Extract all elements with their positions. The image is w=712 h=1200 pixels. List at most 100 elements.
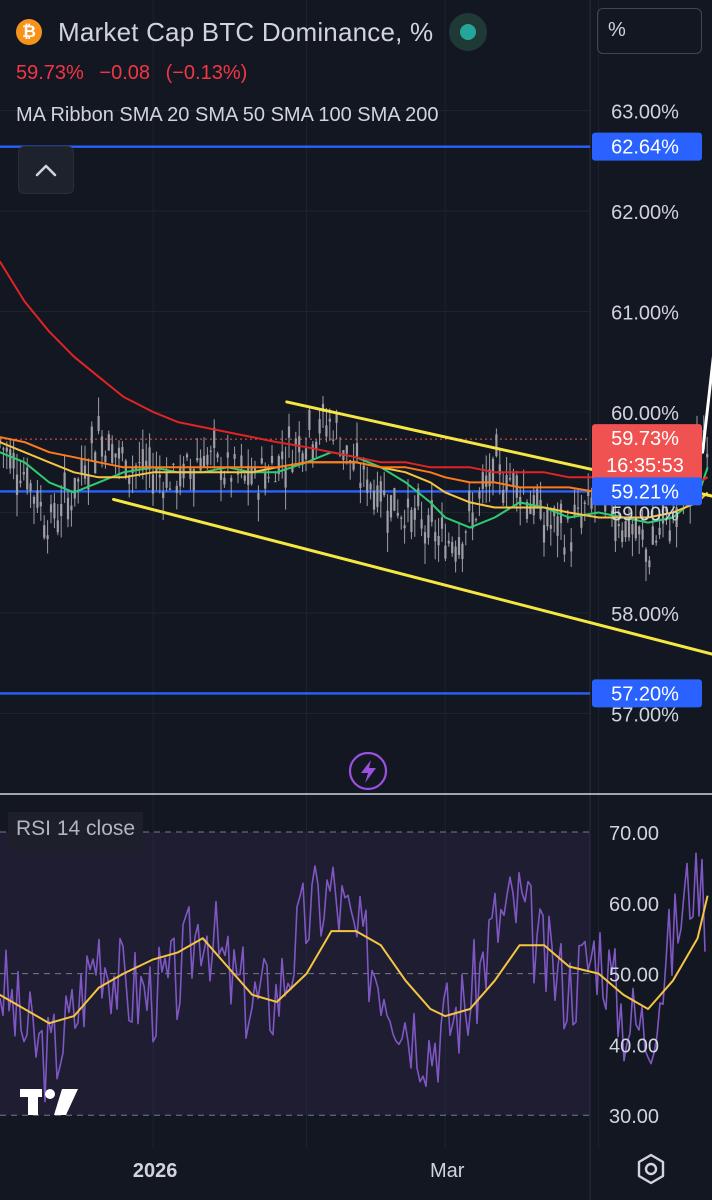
candle-body xyxy=(97,416,100,432)
candle-body xyxy=(182,463,185,479)
lightning-icon xyxy=(348,751,388,791)
candle-body xyxy=(457,537,461,555)
candle-body xyxy=(138,461,141,464)
candle-body xyxy=(328,418,331,422)
rsi-tick-label: 30.00 xyxy=(609,1106,659,1128)
candle-body xyxy=(519,496,522,506)
candle-body xyxy=(481,472,484,489)
candle-body xyxy=(485,475,488,487)
candle-body xyxy=(274,481,277,483)
last-price: 59.73% xyxy=(16,62,84,84)
candle-body xyxy=(376,485,379,508)
candle-body xyxy=(155,468,158,474)
candle-body xyxy=(393,488,396,511)
bitcoin-icon: ₿ xyxy=(16,19,42,45)
price-change-pct: (−0.13%) xyxy=(165,62,248,84)
candle-body xyxy=(304,448,308,460)
candle-body xyxy=(546,507,549,527)
candle-body xyxy=(107,434,110,451)
candle-body xyxy=(277,456,280,475)
candle-body xyxy=(362,465,365,470)
candle-body xyxy=(587,491,590,496)
candle-body xyxy=(644,549,648,562)
gear-icon[interactable] xyxy=(634,1152,668,1186)
candle-body xyxy=(121,447,124,454)
candle-body xyxy=(124,460,127,478)
candle-body xyxy=(19,480,22,484)
candle-body xyxy=(389,495,393,518)
candle-body xyxy=(233,454,236,459)
price-label-text: 59.73% xyxy=(611,428,679,450)
candle-body xyxy=(655,540,658,543)
rsi-legend[interactable]: RSI 14 close xyxy=(8,812,144,850)
candle-body xyxy=(83,465,87,479)
candle-body xyxy=(111,444,114,463)
status-dot-icon[interactable] xyxy=(449,13,488,51)
candle-body xyxy=(70,505,73,511)
candle-body xyxy=(471,512,474,529)
candle-body xyxy=(478,491,481,499)
candle-body xyxy=(2,448,5,450)
rsi-tick-label: 40.00 xyxy=(609,1035,659,1057)
candle-body xyxy=(260,458,263,464)
candle-body xyxy=(621,530,624,542)
candle-body xyxy=(56,520,59,533)
tradingview-logo xyxy=(20,1089,78,1115)
candle-body xyxy=(172,463,175,465)
candle-body xyxy=(580,513,583,528)
y-tick-label: 60.00% xyxy=(611,403,679,425)
candle-body xyxy=(199,458,202,471)
candle-body xyxy=(437,536,440,546)
candle-body xyxy=(321,403,325,412)
y-tick-label: 58.00% xyxy=(611,604,679,626)
candle-body xyxy=(39,501,42,507)
collapse-button[interactable] xyxy=(18,146,74,194)
horizontal-levels[interactable] xyxy=(0,145,590,695)
candle-body xyxy=(284,465,287,488)
candle-body xyxy=(308,409,311,430)
chart-header: ₿ Market Cap BTC Dominance, % xyxy=(16,13,488,51)
candle-body xyxy=(311,444,314,461)
candle-body xyxy=(90,426,93,444)
candle-body xyxy=(447,540,450,544)
sma-line-sma20 xyxy=(0,451,709,529)
candle-body xyxy=(427,515,430,538)
candle-body xyxy=(179,467,182,487)
rsi-line xyxy=(0,852,706,1103)
candle-body xyxy=(675,507,678,528)
indicator-legend[interactable]: MA Ribbon SMA 20 SMA 50 SMA 100 SMA 200 xyxy=(16,104,439,126)
candle-body xyxy=(461,543,464,560)
candle-body xyxy=(301,453,304,465)
candle-body xyxy=(223,477,226,485)
candle-body xyxy=(430,500,433,523)
candle-body xyxy=(345,445,348,454)
x-tick-label: 2026 xyxy=(133,1160,178,1182)
price-row: 59.73% −0.08 (−0.13%) xyxy=(16,62,257,85)
candle-body xyxy=(325,425,328,437)
candle-body xyxy=(508,477,512,480)
candle-body xyxy=(539,500,542,519)
candle-body xyxy=(298,436,301,453)
candle-body xyxy=(614,520,617,542)
candle-body xyxy=(634,516,637,539)
candle-body xyxy=(196,457,199,461)
candle-body xyxy=(512,471,515,488)
candle-body xyxy=(641,529,644,540)
candle-body xyxy=(94,452,97,474)
candle-body xyxy=(219,469,223,480)
candle-body xyxy=(332,439,335,441)
candle-body xyxy=(43,525,46,538)
candle-body xyxy=(185,454,189,458)
candle-body xyxy=(270,455,274,464)
chart-title: Market Cap BTC Dominance, % xyxy=(58,16,434,47)
candle-body xyxy=(209,450,212,452)
rsi-tick-label: 50.00 xyxy=(609,965,659,987)
candle-body xyxy=(230,477,233,482)
candle-body xyxy=(706,453,709,458)
candle-body xyxy=(617,524,620,527)
unit-button[interactable]: % xyxy=(597,8,702,54)
candle-body xyxy=(366,479,369,493)
candle-body xyxy=(9,449,12,469)
candle-body xyxy=(148,447,151,470)
